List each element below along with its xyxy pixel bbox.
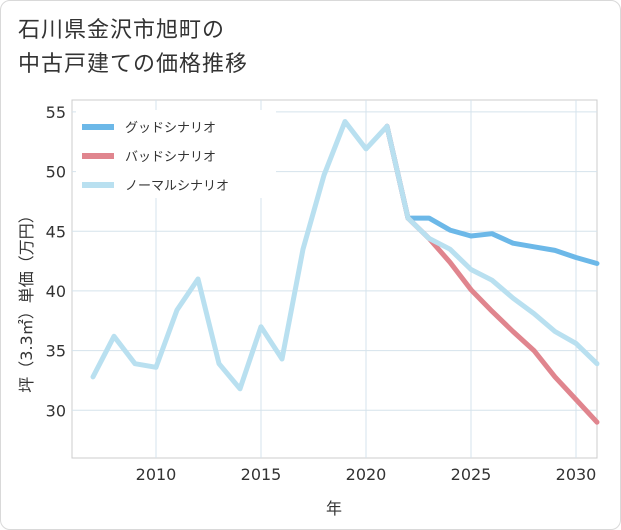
y-tick-label-35: 35 xyxy=(46,342,66,361)
x-tick-label-2015: 2015 xyxy=(241,465,282,484)
series-line-1 xyxy=(384,123,600,266)
y-tick-label-40: 40 xyxy=(46,282,66,301)
chart-title: 石川県金沢市旭町の 中古戸建ての価格推移 xyxy=(18,14,248,82)
x-tick-label-2030: 2030 xyxy=(556,465,597,484)
x-tick-label-2025: 2025 xyxy=(451,465,492,484)
x-tick-label-2020: 2020 xyxy=(346,465,387,484)
x-axis-label: 年 xyxy=(326,499,342,518)
chart-title-line-1: 石川県金沢市旭町の xyxy=(18,18,226,43)
tick-labels: 30 35 40 45 50 55 2010 2015 2020 2025 2030 xyxy=(46,103,597,484)
series-line-3 xyxy=(90,119,600,392)
legend-label-1: グッドシナリオ xyxy=(125,121,216,136)
y-tick-label-45: 45 xyxy=(46,222,66,241)
series-lines xyxy=(90,119,600,425)
legend-label-2: バッドシナリオ xyxy=(125,150,216,165)
legend-label-3: ノーマルシナリオ xyxy=(125,179,229,194)
y-axis-label: 坪（3.3㎡）単価（万円） xyxy=(17,207,36,392)
y-tick-label-50: 50 xyxy=(46,163,66,182)
x-tick-label-2010: 2010 xyxy=(136,465,177,484)
chart-title-line-2: 中古戸建ての価格推移 xyxy=(18,52,249,77)
y-tick-label-55: 55 xyxy=(46,103,66,122)
y-tick-label-30: 30 xyxy=(46,401,66,420)
